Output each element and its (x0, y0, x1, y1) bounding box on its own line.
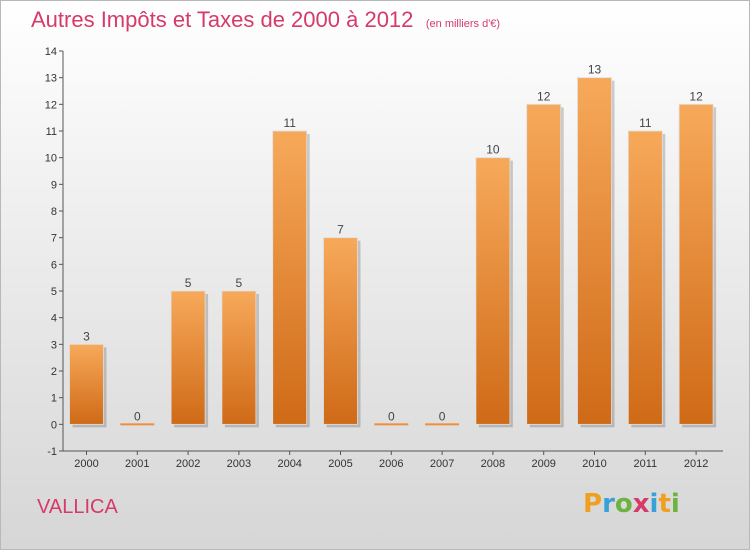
y-tick-label: 3 (51, 339, 57, 351)
x-tick-label: 2007 (430, 458, 454, 470)
bar-value-label: 0 (134, 409, 141, 423)
bar (120, 423, 155, 426)
brand-letter: i (670, 489, 680, 519)
bar-value-label: 5 (236, 276, 243, 290)
y-tick-label: 6 (51, 259, 57, 271)
y-tick-label: 11 (46, 126, 57, 138)
bar-value-label: 12 (537, 89, 551, 103)
x-tick-label: 2006 (379, 458, 403, 470)
brand-letter: r (602, 489, 615, 519)
bar (374, 423, 409, 426)
y-tick-label: 8 (51, 206, 57, 218)
bar-value-label: 7 (337, 223, 344, 237)
bar (69, 343, 104, 425)
y-tick-label: 2 (51, 366, 57, 378)
brand-letter: x (632, 489, 650, 519)
y-tick-label: 9 (51, 179, 57, 191)
bar (526, 103, 562, 425)
y-tick-label: 0 (51, 419, 57, 431)
brand-letter: i (649, 489, 659, 519)
bar (577, 77, 612, 425)
x-tick-label: 2009 (531, 458, 555, 470)
x-tick-label: 2000 (74, 458, 98, 470)
x-tick-label: 2008 (481, 458, 505, 470)
y-tick-label: 13 (45, 73, 57, 85)
y-tick-label: 5 (51, 286, 57, 298)
bar (170, 290, 206, 425)
brand-letter: t (658, 489, 671, 519)
bars-layer: 3 0 5 5 11 7 0 0 10 12 13 11 12 (69, 63, 717, 428)
y-tick-label: 10 (45, 153, 57, 165)
bar-value-label: 12 (689, 89, 703, 103)
x-tick-label: 2010 (582, 458, 606, 470)
location-name: VALLICA (37, 496, 118, 518)
y-tick-label: 12 (45, 99, 57, 111)
x-axis: 2000 2001 2002 2003 2004 2005 2006 2007 2008 2009… (63, 450, 723, 470)
bar (627, 130, 663, 425)
bar-value-label: 11 (283, 116, 296, 130)
brand-letter: o (614, 489, 633, 519)
bar-value-label: 11 (639, 116, 652, 130)
y-tick-label: 14 (45, 46, 57, 58)
y-tick-label: -1 (47, 446, 57, 458)
y-tick-label: 7 (51, 233, 57, 245)
title-line: Autres Impôts et Taxes de 2000 à 2012 (e… (31, 7, 500, 33)
chart-subtitle: (en milliers d'€) (425, 18, 501, 30)
x-tick-label: 2004 (277, 458, 301, 470)
brand-letter: P (583, 489, 603, 519)
bar (221, 290, 257, 425)
bar (475, 157, 511, 425)
brand-logo: Proxiti (583, 489, 680, 519)
x-tick-label: 2005 (328, 458, 352, 470)
x-tick-label: 2002 (176, 458, 200, 470)
x-tick-label: 2003 (227, 458, 251, 470)
y-tick-label: 1 (51, 393, 57, 405)
bar-value-label: 0 (388, 409, 395, 423)
bar (678, 103, 714, 425)
chart-title: Autres Impôts et Taxes de 2000 à 2012 (31, 7, 414, 32)
bar (272, 130, 308, 425)
y-tick-label: 4 (51, 313, 57, 325)
bar-value-label: 0 (439, 409, 446, 423)
bar-value-label: 3 (83, 329, 90, 343)
x-tick-label: 2012 (684, 458, 708, 470)
bar-value-label: 5 (185, 276, 192, 290)
bar-value-label: 10 (486, 143, 500, 157)
bar-value-label: 13 (588, 63, 602, 77)
bar (425, 423, 460, 426)
x-tick-label: 2011 (633, 458, 657, 470)
x-tick-label: 2001 (125, 458, 149, 470)
bar (323, 237, 358, 425)
